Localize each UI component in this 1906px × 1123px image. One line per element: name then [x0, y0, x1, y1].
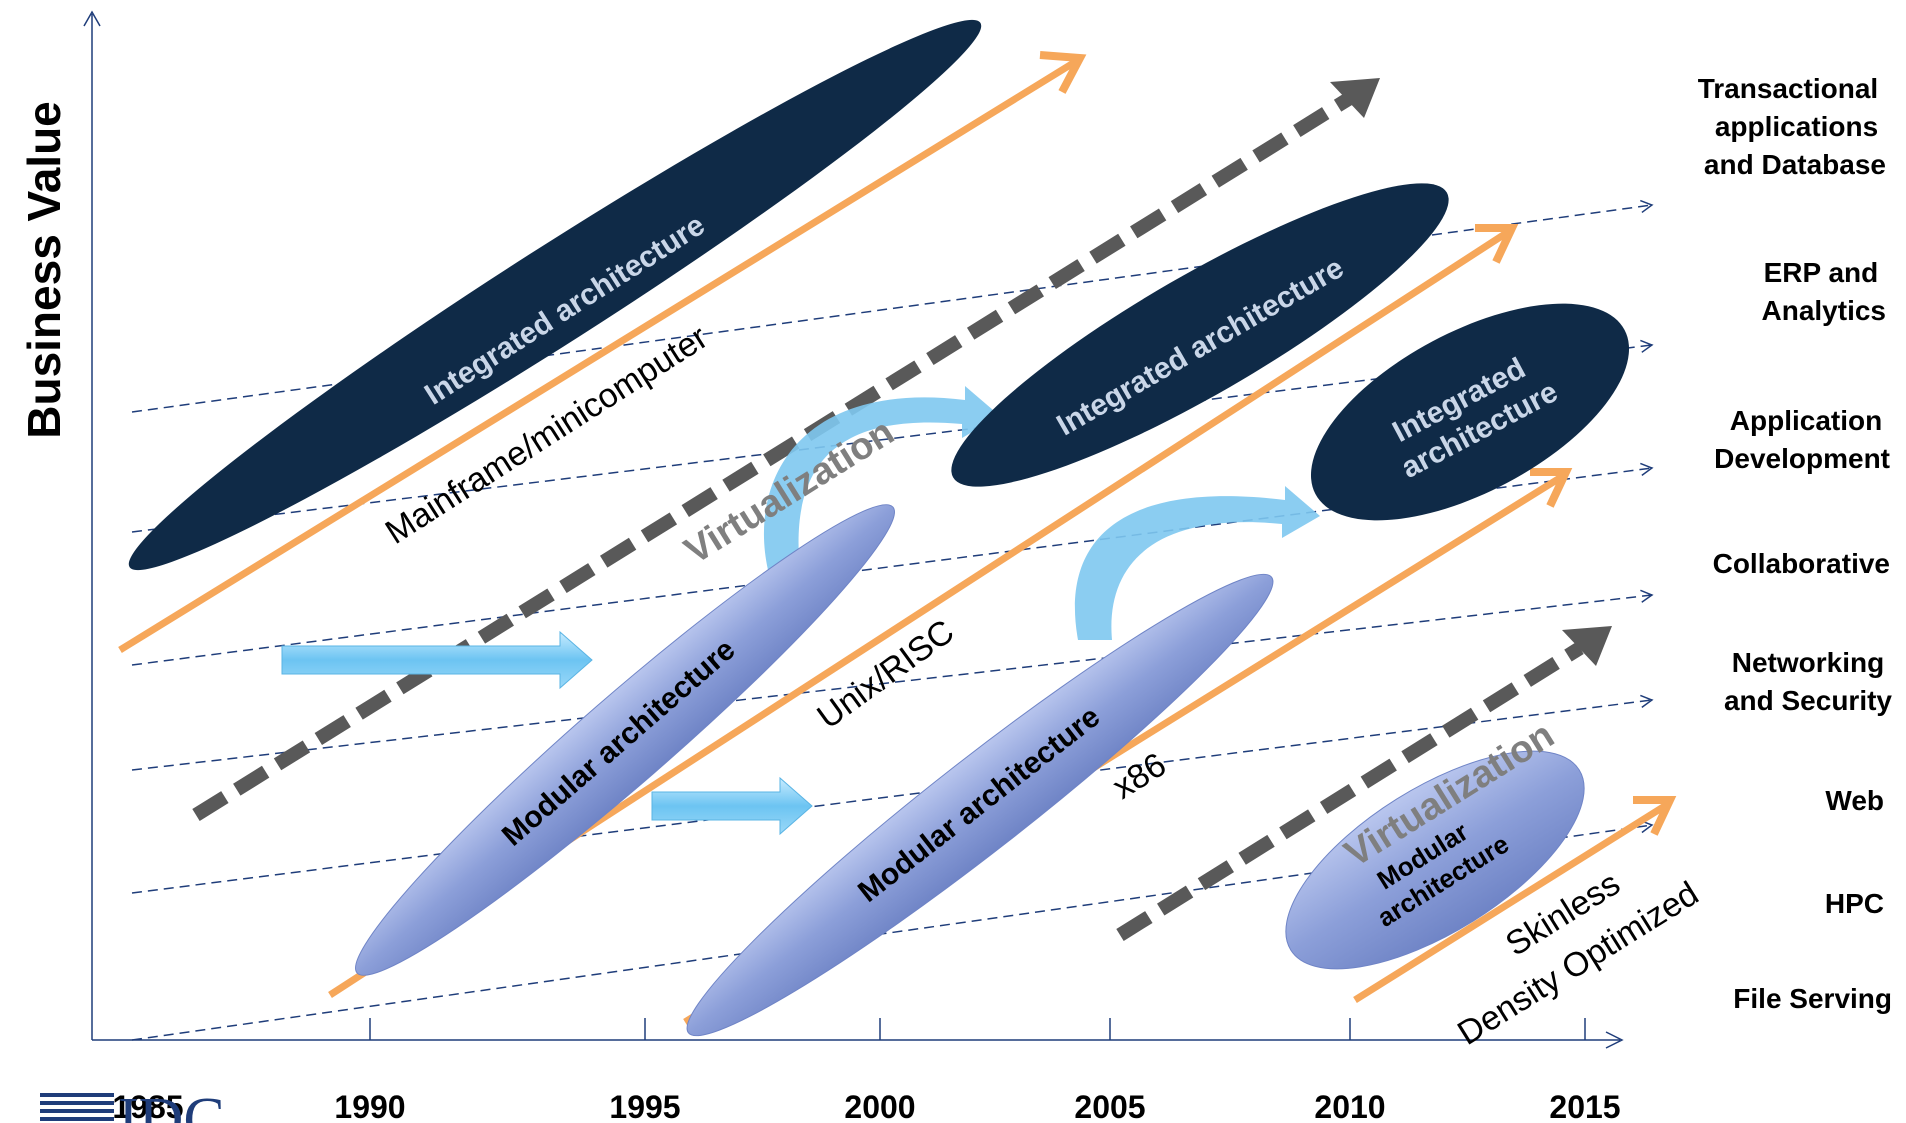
transition-arrow-1	[281, 630, 593, 690]
platform-arrow-unix-head	[1475, 224, 1519, 264]
modular-architecture-3	[1285, 750, 1585, 970]
curved-arrow-to-integrated-3	[1074, 486, 1320, 640]
virtualization-arrow-1	[192, 92, 1354, 821]
year-label-1990: 1990	[334, 1089, 405, 1123]
year-label-2005: 2005	[1074, 1089, 1145, 1123]
category-erp: ERP and Analytics	[1762, 257, 1887, 326]
logo-stripe-3	[40, 1109, 114, 1113]
curved-transition-arrows	[763, 386, 1320, 640]
category-transactional-line1: Transactional	[1698, 73, 1879, 104]
platform-arrow-x86-head	[1530, 468, 1573, 508]
year-label-2010: 2010	[1314, 1089, 1385, 1123]
virtualization-arrow-1-head	[1330, 78, 1380, 118]
idc-logo: IDC	[40, 1086, 225, 1123]
y-axis-arrowhead	[83, 10, 101, 27]
virtualization-arrow-2-head	[1562, 626, 1612, 666]
category-appdev: Application Development	[1714, 405, 1890, 474]
category-networking: Networking and Security	[1724, 647, 1892, 716]
category-erp-line2: Analytics	[1762, 295, 1887, 326]
year-label-1985: 1985	[112, 1089, 183, 1123]
platform-arrow-skinless-head	[1633, 796, 1677, 836]
category-hpc: HPC	[1825, 888, 1884, 919]
x-ticks	[369, 1018, 1586, 1040]
virtualization-arrow-2	[1116, 642, 1584, 941]
axes	[83, 10, 1624, 1049]
year-label-1995: 1995	[609, 1089, 680, 1123]
modular-ellipses	[355, 504, 1585, 1037]
category-erp-line1: ERP and	[1764, 257, 1879, 288]
integrated-ellipses	[128, 19, 1630, 571]
modular-architecture-2	[686, 573, 1274, 1037]
idc-logo-text: IDC	[118, 1086, 225, 1123]
category-appdev-line2: Development	[1714, 443, 1890, 474]
category-transactional: Transactional applications and Database	[1698, 73, 1886, 180]
category-file-serving: File Serving	[1733, 983, 1892, 1014]
curved-arrow-to-integrated-2	[763, 386, 1000, 570]
transition-arrows	[281, 630, 813, 836]
year-labels: 1985 1990 1995 2000 2005 2010 2015	[112, 1089, 1620, 1123]
category-transactional-line2: applications	[1715, 111, 1878, 142]
virtualization-arrows	[192, 92, 1584, 941]
modular-architecture-2-label: Modular architecture	[852, 700, 1106, 909]
platform-arrow-skinless	[1353, 801, 1670, 1003]
workload-labels: Transactional applications and Database …	[1698, 73, 1893, 1014]
category-transactional-line3: and Database	[1704, 149, 1886, 180]
logo-stripe-4	[40, 1117, 114, 1121]
logo-stripe-2	[40, 1101, 114, 1105]
category-appdev-line1: Application	[1730, 405, 1882, 436]
x-axis-arrowhead	[1605, 1031, 1624, 1049]
category-collaborative: Collaborative	[1713, 548, 1890, 579]
integrated-architecture-1	[128, 19, 982, 571]
category-web: Web	[1825, 785, 1884, 816]
platform-arrow-mainframe	[118, 59, 1077, 653]
integrated-architecture-2	[951, 183, 1449, 487]
modular-architecture-1	[355, 504, 895, 976]
year-label-2000: 2000	[844, 1089, 915, 1123]
y-axis-title: Business Value	[18, 101, 70, 439]
transition-arrow-2	[651, 776, 813, 836]
year-label-2015: 2015	[1549, 1089, 1620, 1123]
category-networking-line2: and Security	[1724, 685, 1892, 716]
integrated-architecture-3	[1310, 303, 1630, 521]
category-networking-line1: Networking	[1732, 647, 1884, 678]
logo-stripe-1	[40, 1093, 114, 1097]
platform-arrow-mainframe-head	[1039, 51, 1087, 94]
